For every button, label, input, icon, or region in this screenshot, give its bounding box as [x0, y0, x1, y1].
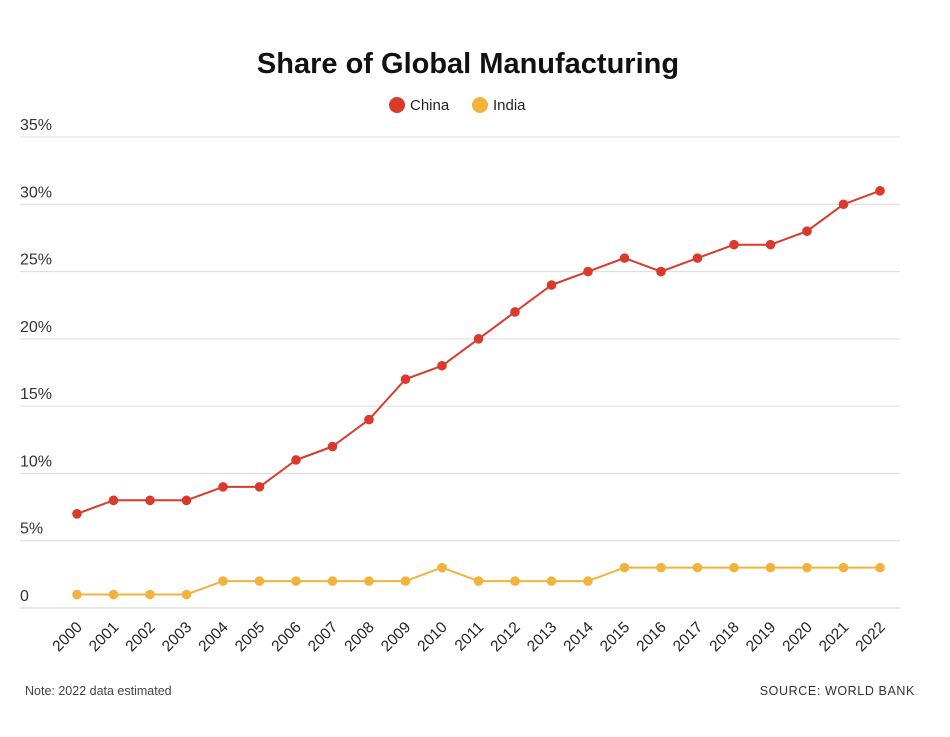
data-point-china-2018 — [729, 239, 739, 250]
data-point-china-2014 — [583, 266, 593, 277]
data-point-china-2013 — [546, 280, 557, 290]
data-point-india-2013 — [546, 576, 557, 586]
data-point-china-2004 — [218, 482, 228, 492]
y-axis-ticks: 0 5% 10% 15% 20% 25% 30% 35% — [20, 117, 52, 605]
x-tick-label: 2018 — [706, 619, 742, 655]
x-tick-label: 2001 — [86, 619, 122, 655]
y-tick-label: 10% — [20, 453, 52, 470]
x-tick-label: 2014 — [560, 619, 597, 656]
y-tick-label: 35% — [20, 117, 52, 134]
data-point-india-2007 — [327, 576, 338, 586]
source-credit: SOURCE: WORLD BANK — [760, 684, 915, 698]
data-point-china-2019 — [765, 239, 776, 250]
x-tick-label: 2017 — [670, 619, 706, 655]
data-point-india-2015 — [619, 562, 630, 573]
data-point-india-2005 — [254, 576, 265, 586]
data-point-india-2002 — [145, 589, 155, 600]
data-point-china-2015 — [619, 253, 630, 263]
y-tick-label: 30% — [20, 184, 52, 201]
x-tick-label: 2002 — [122, 619, 158, 655]
x-tick-label: 2004 — [195, 619, 232, 656]
data-point-india-2012 — [510, 576, 520, 586]
data-point-china-2011 — [473, 334, 484, 344]
data-point-china-2012 — [510, 307, 520, 317]
data-point-china-2006 — [291, 455, 301, 465]
x-tick-label: 2022 — [852, 619, 888, 655]
series-china — [72, 186, 885, 519]
x-tick-label: 2019 — [743, 619, 779, 655]
data-point-china-2003 — [181, 495, 192, 506]
data-point-china-2002 — [145, 495, 155, 506]
x-tick-label: 2008 — [341, 619, 377, 655]
x-tick-label: 2015 — [597, 619, 633, 655]
data-point-china-2020 — [802, 226, 812, 236]
data-point-india-2001 — [108, 589, 119, 600]
x-tick-label: 2012 — [487, 619, 523, 655]
y-tick-label: 0 — [20, 588, 29, 605]
footnote: Note: 2022 data estimated — [25, 684, 172, 698]
x-tick-label: 2016 — [633, 619, 669, 655]
data-point-india-2016 — [656, 562, 666, 573]
y-tick-label: 5% — [20, 521, 43, 538]
data-point-china-2022 — [875, 186, 885, 196]
x-tick-label: 2009 — [378, 619, 414, 655]
gridlines — [20, 136, 900, 609]
x-tick-label: 2021 — [816, 619, 852, 655]
data-point-china-2010 — [437, 360, 447, 371]
data-point-china-2000 — [72, 509, 82, 519]
data-point-india-2021 — [838, 562, 849, 573]
x-tick-label: 2003 — [159, 619, 195, 655]
x-tick-label: 2013 — [524, 619, 560, 655]
data-point-india-2018 — [729, 562, 739, 573]
data-point-india-2009 — [400, 576, 411, 586]
data-point-india-2014 — [583, 576, 593, 586]
x-tick-label: 2020 — [779, 619, 816, 656]
series-line-china — [76, 189, 881, 515]
x-tick-label: 2006 — [268, 619, 304, 655]
y-tick-label: 15% — [20, 386, 52, 403]
data-point-india-2003 — [181, 589, 192, 600]
data-point-india-2008 — [364, 576, 374, 586]
data-point-india-2017 — [692, 562, 703, 573]
data-point-china-2016 — [656, 266, 666, 277]
data-point-china-2005 — [254, 482, 265, 492]
x-tick-label: 2000 — [49, 619, 86, 656]
data-point-china-2007 — [327, 441, 338, 452]
series-group — [72, 186, 885, 600]
legend-marker-india — [472, 97, 488, 113]
legend-label-india: India — [493, 97, 526, 114]
data-point-india-2019 — [765, 562, 776, 573]
y-tick-label: 25% — [20, 252, 52, 269]
series-india — [72, 562, 885, 600]
x-tick-label: 2010 — [414, 619, 451, 656]
legend-label-china: China — [410, 97, 450, 114]
data-point-india-2000 — [72, 589, 82, 600]
data-point-china-2008 — [364, 414, 374, 425]
x-axis-ticks: 2000 2001 2002 2003 2004 2005 2006 2007 2008 2009… — [49, 619, 888, 656]
data-point-china-2017 — [692, 253, 703, 263]
data-point-india-2020 — [802, 562, 812, 573]
data-point-china-2009 — [400, 374, 411, 385]
legend: China India — [389, 97, 526, 114]
data-point-india-2022 — [875, 562, 885, 573]
data-point-india-2010 — [437, 562, 447, 573]
data-point-china-2001 — [108, 495, 119, 506]
data-point-china-2021 — [838, 199, 849, 210]
data-point-india-2006 — [291, 576, 301, 586]
x-tick-label: 2011 — [452, 619, 488, 655]
data-point-india-2004 — [218, 576, 228, 586]
x-tick-label: 2005 — [232, 619, 268, 655]
data-point-india-2011 — [473, 576, 484, 586]
y-tick-label: 20% — [20, 319, 52, 336]
chart-title: Share of Global Manufacturing — [257, 48, 679, 80]
legend-marker-china — [389, 97, 405, 113]
x-tick-label: 2007 — [305, 619, 341, 655]
